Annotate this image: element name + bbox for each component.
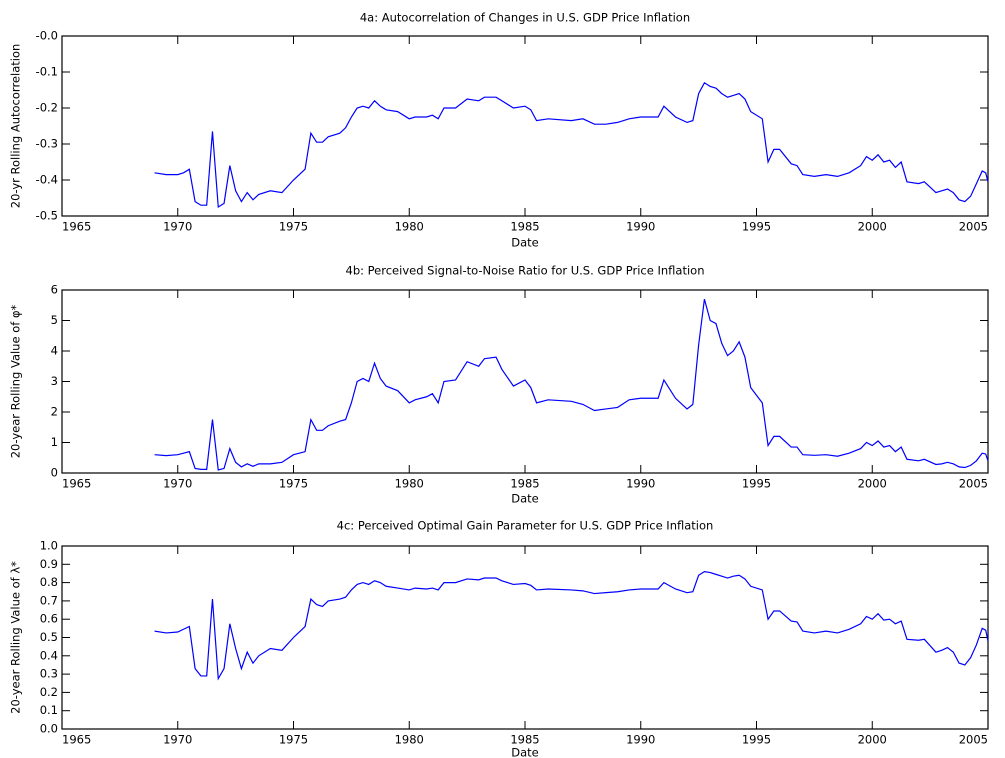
x-tick-label: 1980 xyxy=(395,477,424,491)
x-tick-label: 2000 xyxy=(858,220,887,234)
y-tick-label: 5 xyxy=(51,313,58,327)
x-tick-label: 1970 xyxy=(163,733,192,747)
chart-title: 4b: Perceived Signal-to-Noise Ratio for … xyxy=(346,264,705,278)
x-axis-label: Date xyxy=(511,746,539,758)
plot-frame xyxy=(61,35,989,217)
x-tick-label: 2000 xyxy=(858,733,887,747)
x-tick-label: 1985 xyxy=(510,220,539,234)
x-axis-label: Date xyxy=(511,492,539,506)
y-tick-label: -0.5 xyxy=(36,209,58,223)
y-tick-label: 0 xyxy=(51,466,58,480)
x-axis-label: Date xyxy=(511,236,539,250)
y-tick-label: -0.1 xyxy=(36,65,58,79)
y-tick-label: 6 xyxy=(51,283,58,297)
y-tick-label: 1.0 xyxy=(40,539,58,553)
x-tick-label: 2005 xyxy=(959,477,988,491)
x-tick-label: 1965 xyxy=(62,220,91,234)
y-tick-label: 2 xyxy=(51,405,58,419)
y-tick-label: 0.1 xyxy=(40,703,58,717)
y-tick-label: 4 xyxy=(51,344,58,358)
x-tick-label: 1975 xyxy=(279,220,308,234)
x-tick-label: 2005 xyxy=(959,733,988,747)
x-tick-label: 1990 xyxy=(626,477,655,491)
x-tick-label: 1990 xyxy=(626,733,655,747)
x-tick-label: 1990 xyxy=(626,220,655,234)
x-tick-label: 1965 xyxy=(62,733,91,747)
chart-title: 4c: Perceived Optimal Gain Parameter for… xyxy=(337,519,714,533)
y-tick-label: 0.0 xyxy=(40,722,58,736)
y-tick-label: -0.3 xyxy=(36,137,58,151)
y-tick-label: -0.2 xyxy=(36,101,58,115)
x-tick-label: 1995 xyxy=(742,733,771,747)
x-tick-label: 1970 xyxy=(163,220,192,234)
x-tick-label: 1995 xyxy=(742,477,771,491)
y-tick-label: 0.6 xyxy=(40,612,58,626)
x-tick-label: 1995 xyxy=(742,220,771,234)
x-tick-label: 1965 xyxy=(62,477,91,491)
plot-frame xyxy=(61,545,989,730)
y-axis-label: 20-yr Rolling Autocorrelation xyxy=(9,44,23,209)
y-tick-label: 0.8 xyxy=(40,575,58,589)
x-tick-label: 1970 xyxy=(163,477,192,491)
y-tick-label: 3 xyxy=(51,374,58,388)
y-tick-label: 0.2 xyxy=(40,685,58,699)
x-tick-label: 1975 xyxy=(279,733,308,747)
y-axis-label: 20-year Rolling Value of λ* xyxy=(9,561,23,714)
data-line xyxy=(154,81,989,209)
x-tick-label: 1985 xyxy=(510,477,539,491)
y-tick-label: 0.9 xyxy=(40,557,58,571)
plot-frame xyxy=(61,289,989,474)
y-tick-label: 0.5 xyxy=(40,630,58,644)
y-tick-label: -0.4 xyxy=(36,173,58,187)
y-tick-label: 0.4 xyxy=(40,648,58,662)
data-line xyxy=(154,570,989,681)
x-tick-label: 1975 xyxy=(279,477,308,491)
x-tick-label: 1980 xyxy=(395,733,424,747)
x-tick-label: 2000 xyxy=(858,477,887,491)
y-tick-label: -0.0 xyxy=(36,29,58,43)
x-tick-label: 1985 xyxy=(510,733,539,747)
x-tick-label: 2005 xyxy=(959,220,988,234)
chart-title: 4a: Autocorrelation of Changes in U.S. G… xyxy=(360,11,690,25)
y-tick-label: 0.7 xyxy=(40,593,58,607)
y-tick-label: 1 xyxy=(51,435,58,449)
x-tick-label: 1980 xyxy=(395,220,424,234)
data-line xyxy=(154,298,989,471)
y-tick-label: 0.3 xyxy=(40,667,58,681)
y-axis-label: 20-year Rolling Value of φ* xyxy=(9,304,23,458)
